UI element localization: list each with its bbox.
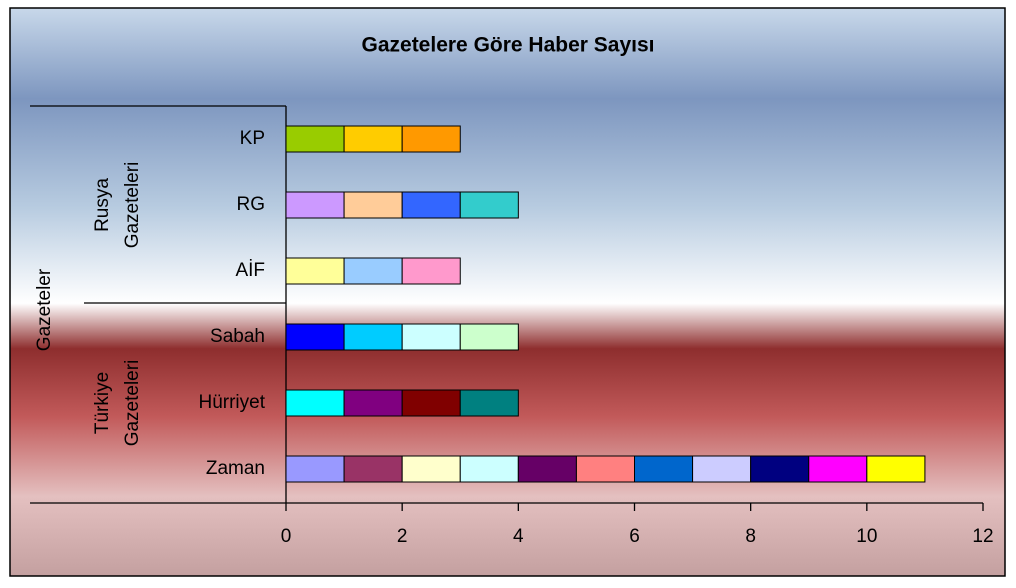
bar-segment — [343, 125, 403, 153]
bar-segment — [459, 323, 519, 351]
y-tick-label: Sabah — [210, 326, 265, 347]
x-tick-label: 4 — [513, 526, 524, 547]
y-tick-label: KP — [240, 128, 265, 149]
bar-segment — [401, 191, 461, 219]
bar-segment — [401, 257, 461, 285]
bar-segment — [459, 455, 519, 483]
x-tick-label: 6 — [629, 526, 640, 547]
chart-title: Gazetelere Göre Haber Sayısı — [362, 34, 655, 57]
axis-title: Gazeteler — [34, 268, 55, 351]
bar-segment — [459, 389, 519, 417]
x-tick-label: 10 — [856, 526, 877, 547]
y-tick-label: Hürriyet — [198, 392, 265, 413]
bar-segment — [401, 323, 461, 351]
y-tick-label: Zaman — [206, 458, 265, 479]
bar-segment — [401, 125, 461, 153]
bar-segment — [401, 455, 461, 483]
bar-segment — [343, 389, 403, 417]
bar-segment — [808, 455, 868, 483]
bar-segment — [866, 455, 926, 483]
bar-segment — [401, 389, 461, 417]
bar-segment — [285, 257, 345, 285]
y-tick-label: AİF — [235, 260, 265, 281]
bar-segment — [517, 455, 577, 483]
bar-segment — [285, 191, 345, 219]
bar-segment — [285, 389, 345, 417]
bar-segment — [285, 125, 345, 153]
bar-segment — [343, 191, 403, 219]
x-tick-label: 2 — [397, 526, 408, 547]
y-tick-label: RG — [237, 194, 266, 215]
bar-segment — [575, 455, 636, 483]
bar-segment — [285, 323, 345, 351]
bar-segment — [692, 455, 752, 483]
x-tick-label: 12 — [972, 526, 993, 547]
bar-segment — [343, 455, 403, 483]
x-tick-label: 0 — [281, 526, 292, 547]
chart-frame — [9, 7, 1006, 577]
x-tick-label: 8 — [745, 526, 756, 547]
bar-segment — [285, 455, 345, 483]
group-label: Türkiye Gazeteleri — [92, 360, 143, 447]
bar-segment — [750, 455, 810, 483]
bar-segment — [459, 191, 519, 219]
bar-segment — [343, 257, 403, 285]
group-label: Rusya Gazeteleri — [92, 162, 143, 249]
bar-segment — [343, 323, 403, 351]
bar-segment — [634, 455, 694, 483]
